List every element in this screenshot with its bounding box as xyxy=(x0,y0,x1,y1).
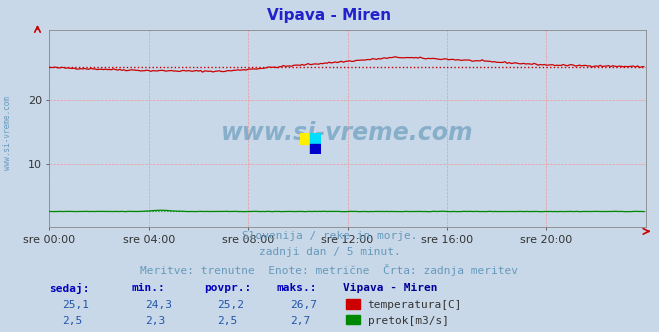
Text: www.si-vreme.com: www.si-vreme.com xyxy=(221,121,474,145)
Text: 2,3: 2,3 xyxy=(145,316,165,326)
Text: temperatura[C]: temperatura[C] xyxy=(368,300,462,310)
Text: 2,5: 2,5 xyxy=(217,316,238,326)
Text: maks.:: maks.: xyxy=(277,283,317,293)
Text: 26,7: 26,7 xyxy=(290,300,317,310)
Text: 24,3: 24,3 xyxy=(145,300,172,310)
Bar xyxy=(310,133,321,143)
Text: Vipava - Miren: Vipava - Miren xyxy=(268,8,391,23)
Bar xyxy=(300,133,310,143)
Text: 2,5: 2,5 xyxy=(63,316,83,326)
Text: 25,1: 25,1 xyxy=(63,300,90,310)
Text: Slovenija / reke in morje.: Slovenija / reke in morje. xyxy=(242,231,417,241)
Text: min.:: min.: xyxy=(132,283,165,293)
Text: 25,2: 25,2 xyxy=(217,300,244,310)
Text: www.si-vreme.com: www.si-vreme.com xyxy=(3,96,13,170)
Text: pretok[m3/s]: pretok[m3/s] xyxy=(368,316,449,326)
Text: povpr.:: povpr.: xyxy=(204,283,252,293)
Text: sedaj:: sedaj: xyxy=(49,283,90,294)
Text: Meritve: trenutne  Enote: metrične  Črta: zadnja meritev: Meritve: trenutne Enote: metrične Črta: … xyxy=(140,264,519,276)
Text: Vipava - Miren: Vipava - Miren xyxy=(343,283,437,293)
Bar xyxy=(310,143,321,154)
Text: zadnji dan / 5 minut.: zadnji dan / 5 minut. xyxy=(258,247,401,257)
Text: 2,7: 2,7 xyxy=(290,316,310,326)
